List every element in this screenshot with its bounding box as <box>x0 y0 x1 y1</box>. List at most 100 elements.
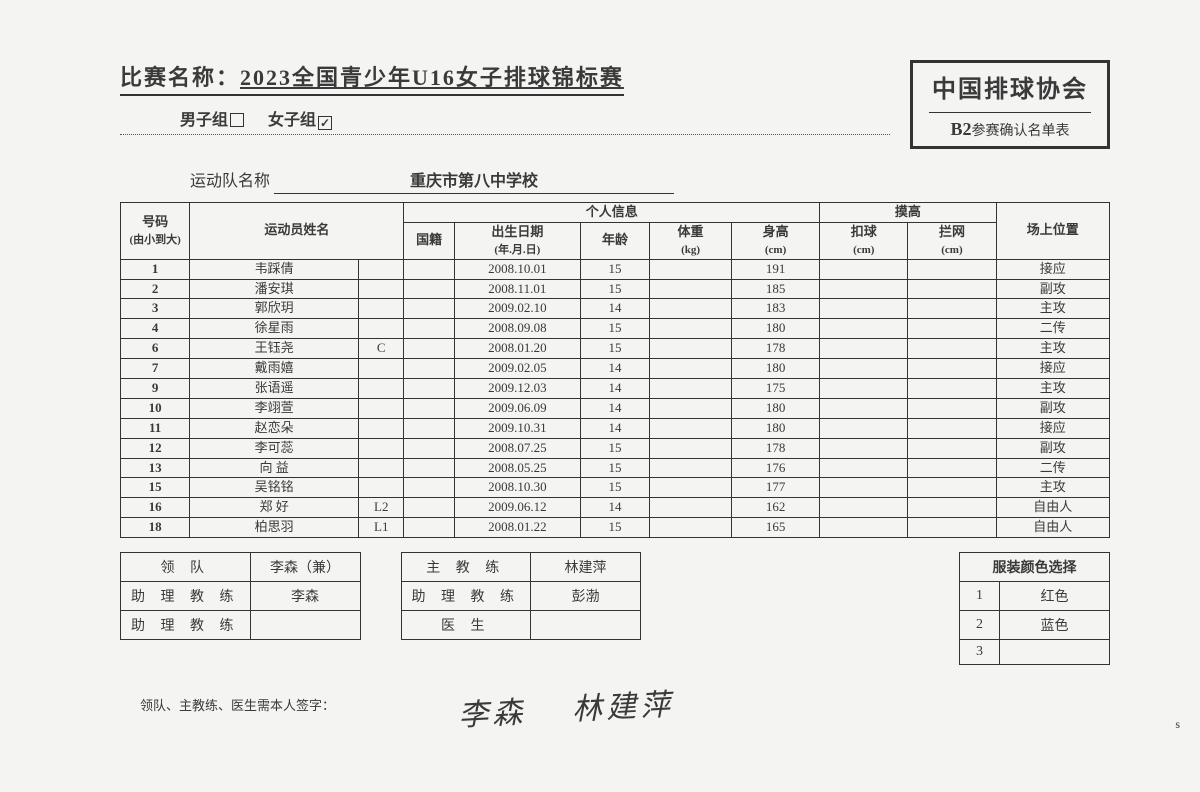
cell-nationality <box>404 398 454 418</box>
cell-block <box>908 379 996 399</box>
col-weight-label: 体重 <box>678 224 704 239</box>
col-number-sub: (由小到大) <box>129 234 180 246</box>
competition-label: 比赛名称： <box>120 65 240 90</box>
cell-name: 王钰尧 <box>190 339 359 359</box>
cell-age: 15 <box>580 478 649 498</box>
colors-title: 服装颜色选择 <box>960 553 1110 582</box>
cell-block <box>908 319 996 339</box>
col-number: 号码 (由小到大) <box>121 203 190 260</box>
col-position: 场上位置 <box>996 203 1109 260</box>
cell-position: 自由人 <box>996 518 1109 538</box>
cell-height: 175 <box>731 379 819 399</box>
cell-age: 14 <box>580 299 649 319</box>
cell-dob: 2008.01.22 <box>454 518 580 538</box>
cell-dob: 2009.12.03 <box>454 379 580 399</box>
cell-name: 李翊萱 <box>190 398 359 418</box>
cell-mark <box>359 279 404 299</box>
cell-mark <box>359 398 404 418</box>
cell-position: 副攻 <box>996 279 1109 299</box>
table-row: 9张语遥2009.12.0314175主攻 <box>121 379 1110 399</box>
cell-name: 李可蕊 <box>190 438 359 458</box>
form-code: B2 <box>950 119 971 139</box>
color-index: 3 <box>960 640 1000 665</box>
cell-name: 徐星雨 <box>190 319 359 339</box>
table-row: 12李可蕊2008.07.2515178副攻 <box>121 438 1110 458</box>
cell-height: 165 <box>731 518 819 538</box>
cell-position: 主攻 <box>996 478 1109 498</box>
cell-block <box>908 498 996 518</box>
cell-number: 18 <box>121 518 190 538</box>
cell-spike <box>820 418 908 438</box>
cell-weight <box>650 339 732 359</box>
cell-block <box>908 339 996 359</box>
leader-name: 李森（兼） <box>250 553 360 582</box>
cell-spike <box>820 299 908 319</box>
gender-line: 男子组 女子组✓ <box>120 106 890 135</box>
asst-coach3-name: 彭渤 <box>531 582 641 611</box>
cell-spike <box>820 518 908 538</box>
cell-name: 向 益 <box>190 458 359 478</box>
asst-coach2-label: 助 理 教 练 <box>121 611 251 640</box>
color-value: 红色 <box>1000 582 1110 611</box>
header-row: 比赛名称：2023全国青少年U16女子排球锦标赛 男子组 女子组✓ 中国排球协会… <box>120 60 1110 149</box>
col-dob: 出生日期 (年.月.日) <box>454 222 580 259</box>
cell-spike <box>820 319 908 339</box>
roster-tbody: 1韦踩倩2008.10.0115191接应2潘安琪2008.11.0115185… <box>121 259 1110 537</box>
signature-prompt: 领队、主教练、医生需本人签字： <box>140 698 335 713</box>
table-row: 7戴雨嬉2009.02.0514180接应 <box>121 359 1110 379</box>
cell-mark <box>359 379 404 399</box>
cell-position: 接应 <box>996 359 1109 379</box>
col-nationality: 国籍 <box>404 222 454 259</box>
cell-height: 177 <box>731 478 819 498</box>
cell-nationality <box>404 418 454 438</box>
col-weight-sub: (kg) <box>681 244 700 256</box>
cell-name: 韦踩倩 <box>190 259 359 279</box>
cell-number: 9 <box>121 379 190 399</box>
col-dob-label: 出生日期 <box>491 224 543 239</box>
cell-position: 主攻 <box>996 299 1109 319</box>
signature-1: 李森 <box>458 696 528 733</box>
cell-mark <box>359 418 404 438</box>
col-height-sub: (cm) <box>765 244 786 256</box>
color-index: 1 <box>960 582 1000 611</box>
cell-weight <box>650 299 732 319</box>
cell-height: 178 <box>731 339 819 359</box>
cell-mark <box>359 478 404 498</box>
cell-position: 自由人 <box>996 498 1109 518</box>
cell-weight <box>650 458 732 478</box>
cell-nationality <box>404 259 454 279</box>
cell-weight <box>650 438 732 458</box>
cell-age: 15 <box>580 438 649 458</box>
cell-age: 15 <box>580 518 649 538</box>
color-value: 蓝色 <box>1000 611 1110 640</box>
cell-mark: L2 <box>359 498 404 518</box>
cell-age: 14 <box>580 498 649 518</box>
cell-dob: 2008.07.25 <box>454 438 580 458</box>
cell-mark <box>359 259 404 279</box>
cell-age: 15 <box>580 339 649 359</box>
table-row: 15吴铭铭2008.10.3015177主攻 <box>121 478 1110 498</box>
staff-table-right: 主 教 练 林建萍 助 理 教 练 彭渤 医 生 <box>401 552 642 640</box>
page-marker: s <box>1175 717 1180 732</box>
cell-weight <box>650 279 732 299</box>
doctor-name <box>531 611 641 640</box>
cell-height: 180 <box>731 319 819 339</box>
col-spike-label: 扣球 <box>851 224 877 239</box>
cell-position: 副攻 <box>996 438 1109 458</box>
cell-height: 180 <box>731 398 819 418</box>
cell-dob: 2008.01.20 <box>454 339 580 359</box>
table-row: 3郭欣玥2009.02.1014183主攻 <box>121 299 1110 319</box>
cell-age: 15 <box>580 458 649 478</box>
cell-number: 7 <box>121 359 190 379</box>
table-row: 4徐星雨2008.09.0815180二传 <box>121 319 1110 339</box>
team-label: 运动队名称 <box>190 173 270 190</box>
cell-dob: 2009.02.10 <box>454 299 580 319</box>
cell-dob: 2008.05.25 <box>454 458 580 478</box>
cell-number: 12 <box>121 438 190 458</box>
col-spike-sub: (cm) <box>853 244 874 256</box>
cell-name: 戴雨嬉 <box>190 359 359 379</box>
cell-dob: 2008.11.01 <box>454 279 580 299</box>
table-row: 16郑 好L22009.06.1214162自由人 <box>121 498 1110 518</box>
cell-age: 14 <box>580 398 649 418</box>
color-value <box>1000 640 1110 665</box>
